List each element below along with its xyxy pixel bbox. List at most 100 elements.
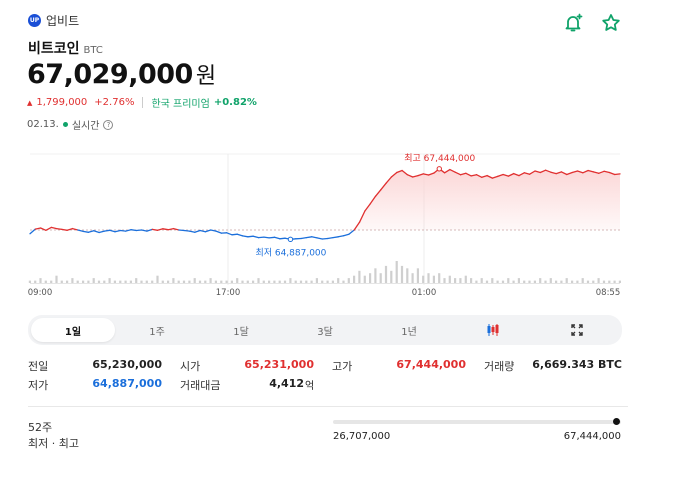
volume-bar: [135, 278, 138, 283]
star-icon[interactable]: [600, 12, 622, 34]
candle-chart-button[interactable]: [451, 318, 535, 342]
volume-bar: [76, 280, 79, 283]
price-chart[interactable]: 최고 67,444,000 최저 64,887,000 09:00 17:00 01:0…: [0, 150, 678, 310]
tab-1-week[interactable]: 1주: [149, 326, 165, 338]
price-line-segment: [507, 172, 515, 177]
volume-bar: [507, 278, 510, 283]
volume-bar: [97, 280, 101, 283]
price-line-segment: [183, 229, 191, 232]
volume-bar: [161, 280, 164, 283]
tab-1-month[interactable]: 1달: [233, 326, 249, 338]
price-line-segment: [470, 174, 478, 177]
turnover-label: 거래대금: [180, 379, 221, 392]
price-line-segment: [114, 229, 122, 233]
volume-bar: [358, 270, 361, 283]
price-line-segment: [135, 229, 143, 232]
volume-bar: [182, 280, 186, 283]
open-value: 65,231,000: [244, 358, 314, 371]
volume-bar: [129, 280, 132, 283]
volume-bar: [544, 280, 547, 283]
price-line-segment: [316, 237, 323, 240]
price-line-segment: [98, 230, 106, 234]
price-line-segment: [199, 229, 207, 233]
price-line-segment: [592, 171, 600, 174]
price-line-segment: [156, 228, 164, 231]
price-line-segment: [215, 230, 223, 234]
price-line-segment: [34, 227, 42, 230]
tab-1-day[interactable]: 1일: [31, 318, 115, 342]
price-line-segment: [77, 229, 84, 233]
price-line-segment: [241, 235, 249, 238]
price-line-segment: [300, 236, 308, 240]
price-line-segment: [61, 228, 68, 231]
week52-label-line1: 52주: [28, 421, 53, 434]
volume-bar: [549, 278, 552, 283]
price-line-segment: [555, 171, 563, 175]
volume-value: 6,669.343 BTC: [532, 358, 622, 371]
prev-close-value: 65,230,000: [92, 358, 162, 371]
volume-bar: [369, 273, 372, 283]
volume-bar: [92, 278, 95, 283]
help-icon[interactable]: ?: [103, 119, 114, 130]
volume-bar: [113, 280, 116, 283]
volume-bar: [464, 275, 467, 283]
premium-value: +0.82%: [213, 97, 257, 108]
price-line-segment: [109, 229, 116, 233]
volume-bar: [353, 275, 356, 283]
volume-bar: [252, 280, 255, 283]
volume-bar: [347, 278, 350, 283]
tab-3-month[interactable]: 3달: [317, 326, 333, 338]
price-line-segment: [178, 229, 185, 232]
status-row: 02.13. 실시간 ?: [27, 117, 114, 132]
tab-1-year[interactable]: 1년: [401, 326, 417, 338]
volume-bar: [119, 280, 122, 283]
price-line-segment: [560, 171, 568, 176]
volume-bar: [230, 280, 233, 283]
price-line-segment: [130, 229, 137, 232]
price-line-segment: [486, 174, 494, 179]
change-amount: 1,799,000: [36, 97, 88, 108]
volume-bar: [315, 278, 318, 283]
volume-bar: [278, 280, 281, 283]
volume-bar: [416, 268, 419, 283]
price-line-segment: [406, 174, 414, 178]
price-line-segment: [140, 229, 148, 232]
high-label: 최고 67,444,000: [404, 153, 475, 164]
price-line-segment: [497, 173, 504, 178]
price-line-segment: [194, 229, 201, 233]
x-tick-label: 01:00: [412, 288, 437, 298]
price-line-segment: [210, 229, 217, 232]
week52-label: 52주 최저 · 최고: [28, 420, 79, 452]
price-line-segment: [380, 182, 387, 191]
volume-bar: [565, 278, 568, 283]
price-line-segment: [401, 169, 409, 176]
price-line-segment: [257, 236, 265, 239]
bell-plus-icon[interactable]: [562, 12, 584, 34]
stats-row-2: 저가 64,887,000 거래대금 4,412 억: [28, 377, 622, 393]
price-line-segment: [279, 237, 286, 240]
premium-label[interactable]: 한국 프리미엄: [151, 99, 210, 110]
volume-bar: [225, 280, 228, 283]
price-line-segment: [539, 169, 547, 174]
price-line-segment: [82, 230, 90, 233]
price-line-segment: [576, 170, 584, 174]
upbit-logo: UP: [28, 14, 41, 27]
volume-bar: [422, 275, 425, 283]
volume-bar: [236, 278, 239, 283]
price-change: ▲ 1,799,000 +2.76% 한국 프리미엄 +0.82%: [27, 95, 257, 110]
volume-label: 거래량: [484, 360, 515, 373]
expand-button[interactable]: [535, 318, 619, 342]
price-line-segment: [162, 228, 169, 231]
x-tick-label: 09:00: [28, 288, 53, 298]
volume-bar: [193, 278, 196, 283]
volume-bar: [87, 280, 90, 283]
price-line-segment: [305, 236, 313, 239]
volume-bar: [501, 280, 505, 283]
volume-bar: [602, 280, 606, 283]
volume-bar: [262, 280, 265, 283]
period-selector: 1일 1주 1달 3달 1년: [28, 315, 622, 345]
price-line-segment: [513, 172, 520, 177]
volume-bar: [220, 280, 223, 283]
exchange-name: 업비트: [46, 14, 80, 28]
volume-bar: [326, 280, 329, 283]
